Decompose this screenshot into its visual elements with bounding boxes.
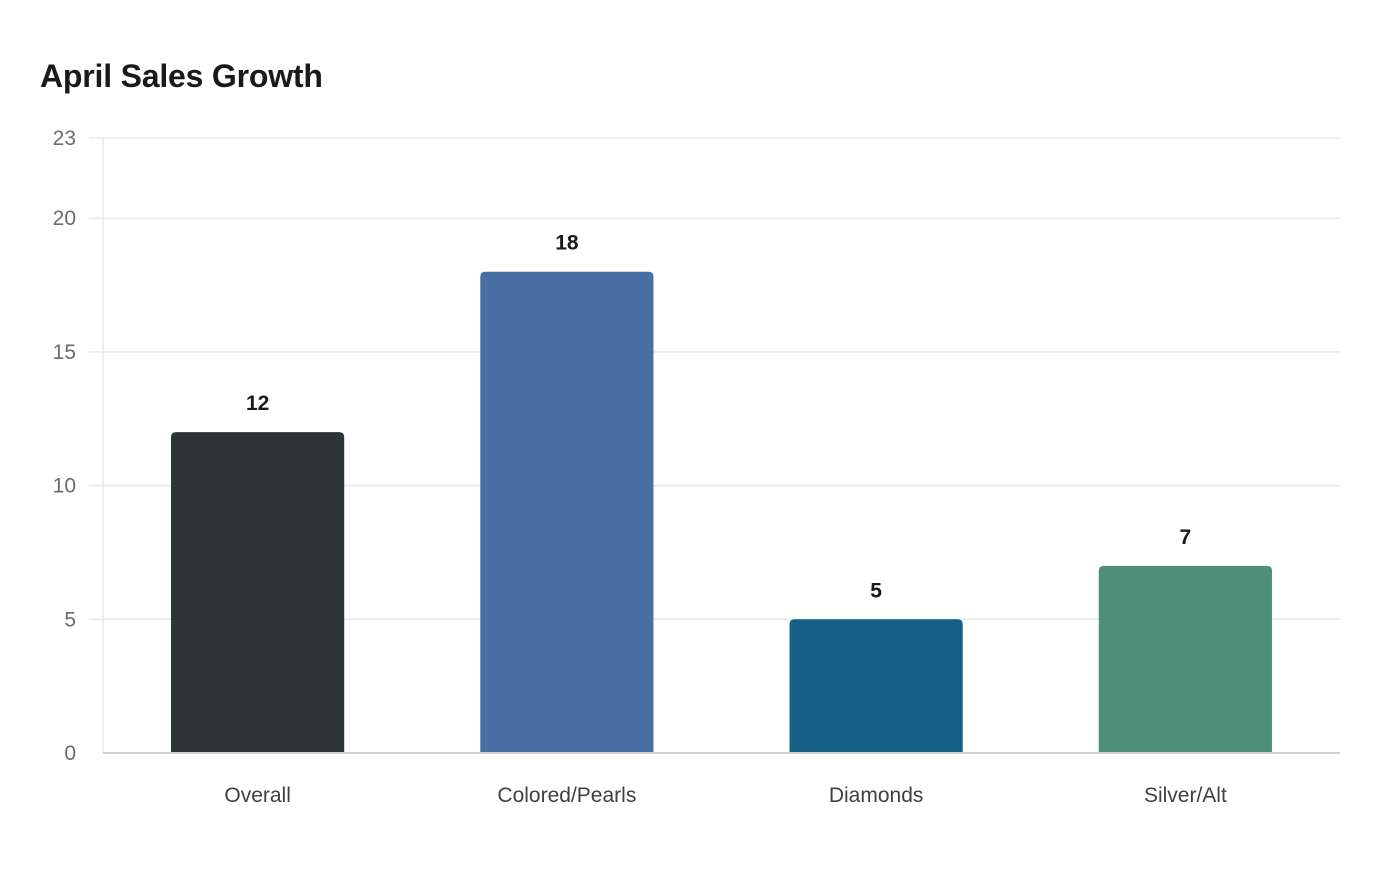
y-tick-label: 0 [64,742,76,765]
data-label: 5 [870,579,882,602]
chart-title: April Sales Growth [40,58,323,94]
y-tick-label: 15 [53,341,76,364]
y-tick-label: 5 [64,608,76,631]
bar-silver-alt [1098,565,1272,753]
x-category-label: Colored/Pearls [497,784,636,807]
y-tick-label: 10 [53,475,76,498]
axes: 0 5 10 15 20 23 Overall Colored/Pearls Diamonds S… [53,127,1340,807]
bar-diamonds [789,619,963,753]
y-tick-label: 23 [53,127,76,150]
x-category-label: Silver/Alt [1144,784,1227,807]
data-label: 12 [246,392,269,415]
bar-colored-pearls [480,271,654,753]
x-category-label: Diamonds [829,784,924,807]
x-category-label: Overall [224,784,291,807]
y-tick-label: 20 [53,207,76,230]
data-labels: 12 18 5 7 [246,232,1191,603]
data-label: 7 [1180,526,1192,549]
data-label: 18 [555,232,579,255]
bar-overall [171,432,345,753]
bars [171,271,1272,753]
